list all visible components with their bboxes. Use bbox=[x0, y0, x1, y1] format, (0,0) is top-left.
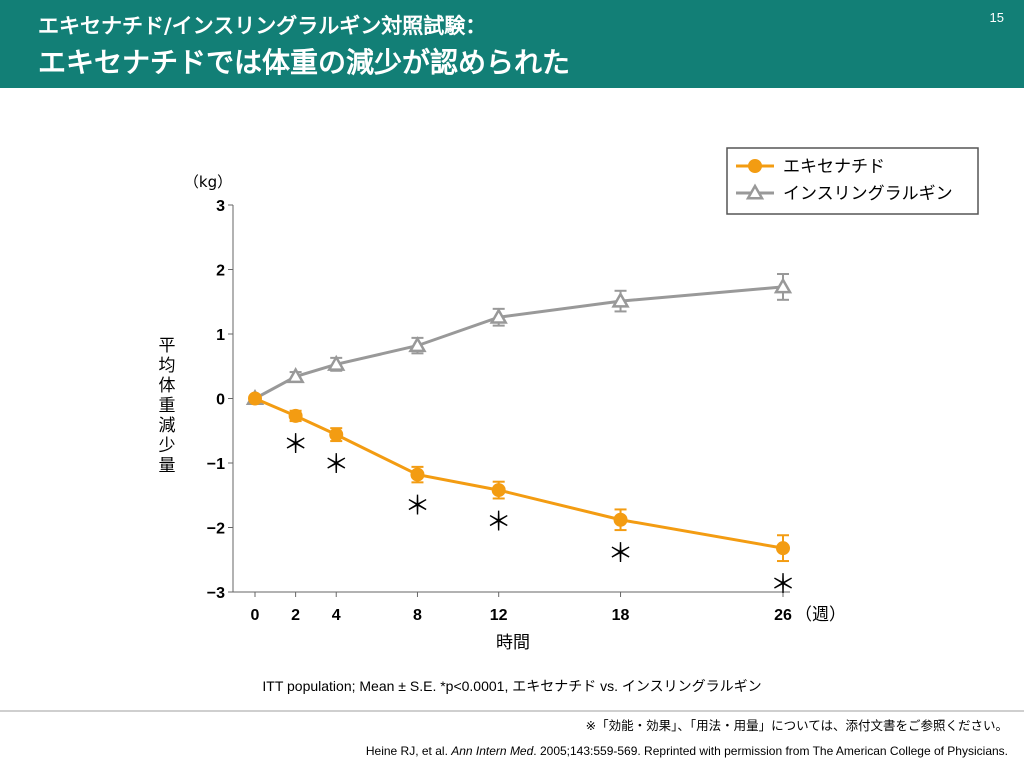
x-tick-label: 8 bbox=[413, 607, 422, 624]
x-tick-label: 26 bbox=[774, 607, 792, 624]
citation-details: . 2005;143:559-569. Reprinted with permi… bbox=[533, 744, 1008, 758]
significance-asterisk: ＊ bbox=[323, 450, 349, 480]
weight-change-chart: 3 2 1 0 −1 −2 −3 （kg） 0 2 4 8 12 18 26 （週） 時間 ＊ ＊ ＊ ＊ ＊ ＊ エキセ… bbox=[184, 147, 979, 653]
citation: Heine RJ, et al. Ann Intern Med. 2005;14… bbox=[366, 744, 1008, 758]
legend-box bbox=[726, 147, 979, 215]
y-tick-label: 3 bbox=[216, 198, 225, 215]
legend-exenatide-marker bbox=[748, 159, 762, 173]
significance-asterisk: ＊ bbox=[770, 570, 796, 600]
slide-title-line2: エキセナチドでは体重の減少が認められた bbox=[38, 46, 571, 79]
significance-asterisk: ＊ bbox=[486, 507, 512, 537]
y-tick-label: 1 bbox=[216, 327, 225, 344]
exenatide-point bbox=[329, 427, 344, 442]
y-axis-label-char: 平 bbox=[158, 336, 176, 356]
y-axis-label-char: 体 bbox=[158, 376, 176, 396]
exenatide-point bbox=[491, 483, 506, 498]
page-number: 15 bbox=[989, 10, 1004, 25]
y-tick-label: −2 bbox=[207, 521, 225, 538]
x-tick-label: 2 bbox=[291, 607, 300, 624]
glargine-point bbox=[489, 307, 508, 324]
statistics-note: ITT population; Mean ± S.E. *p<0.0001, エ… bbox=[262, 678, 762, 694]
y-tick-label: 0 bbox=[216, 392, 225, 409]
footnote: ※「効能・効果」、「用法・用量」については、添付文書をご参照ください。 bbox=[585, 718, 1008, 733]
x-tick-label: 18 bbox=[612, 607, 630, 624]
y-axis-label-char: 減 bbox=[158, 416, 176, 436]
y-axis-label-char: 量 bbox=[158, 456, 176, 476]
exenatide-point bbox=[288, 408, 303, 423]
significance-asterisk: ＊ bbox=[404, 491, 430, 521]
x-tick-label: 4 bbox=[332, 607, 341, 624]
glargine-point bbox=[611, 291, 630, 308]
y-tick-label: −3 bbox=[207, 585, 225, 602]
y-axis-label: 平均体重減少量 bbox=[156, 336, 178, 476]
significance-asterisk: ＊ bbox=[283, 430, 309, 460]
citation-journal: Ann Intern Med bbox=[451, 744, 534, 758]
citation-authors: Heine RJ, et al. bbox=[365, 744, 452, 758]
slide-title-line1: エキセナチド/インスリングラルギン対照試験： bbox=[38, 14, 487, 38]
y-tick-label: 2 bbox=[216, 263, 225, 280]
y-axis-label-char: 均 bbox=[158, 356, 176, 376]
exenatide-point bbox=[613, 512, 628, 527]
x-tick-label: 12 bbox=[490, 607, 508, 624]
exenatide-point bbox=[776, 541, 790, 556]
glargine-point bbox=[408, 336, 427, 353]
significance-asterisk: ＊ bbox=[608, 539, 634, 569]
glargine-line bbox=[254, 285, 784, 400]
exenatide-point bbox=[248, 391, 262, 406]
glargine-point bbox=[327, 354, 346, 371]
glargine-point bbox=[773, 277, 793, 294]
x-tick-label: 0 bbox=[251, 607, 260, 624]
title-bar: エキセナチド/インスリングラルギン対照試験： エキセナチドでは体重の減少が認めら… bbox=[0, 0, 1024, 88]
legend-glargine-label: インスリングラルギン bbox=[783, 184, 953, 204]
x-unit-label: （週） bbox=[795, 605, 846, 625]
series-glargine bbox=[245, 273, 793, 405]
y-axis-label-char: 少 bbox=[158, 436, 176, 456]
series-exenatide: ＊ ＊ ＊ ＊ ＊ ＊ bbox=[248, 391, 796, 600]
legend-exenatide-label: エキセナチド bbox=[783, 157, 885, 177]
legend-glargine-marker bbox=[745, 183, 765, 200]
y-unit-label: （kg） bbox=[184, 173, 232, 191]
y-axis-label-char: 重 bbox=[158, 396, 176, 416]
footer-divider bbox=[0, 710, 1024, 712]
x-axis-title: 時間 bbox=[496, 633, 530, 653]
exenatide-point bbox=[410, 467, 425, 482]
y-tick-label: −1 bbox=[207, 456, 225, 473]
glargine-point bbox=[286, 367, 305, 384]
